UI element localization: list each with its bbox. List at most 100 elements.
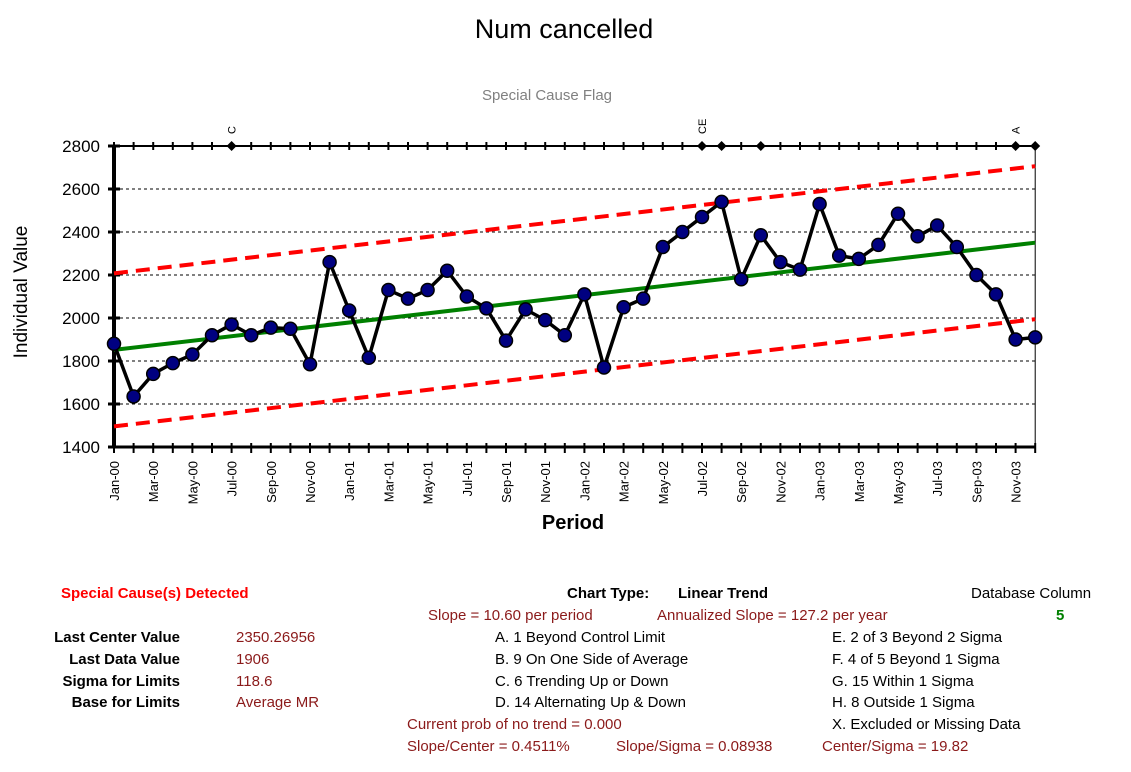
last-data-label: Last Data Value [69,651,180,668]
data-point-Feb-03 [831,248,847,263]
slope-center: Slope/Center = 0.4511% [407,738,570,755]
x-tick-label: Jan-00 [107,461,122,501]
database-column-label: Database Column [971,585,1092,602]
x-tick-label: May-03 [891,461,906,504]
rule-d: D. 14 Alternating Up & Down [495,694,686,711]
base-value: Average MR [236,694,320,711]
sigma-value: 118.6 [236,673,273,690]
x-tick-label: Jan-01 [342,461,357,501]
data-point-Sep-01 [498,333,514,348]
database-column-value: 5 [1056,607,1065,624]
prob-no-trend: Current prob of no trend = 0.000 [407,716,622,733]
rule-b: B. 9 On One Side of Average [495,651,689,668]
x-tick-label: May-01 [421,461,436,504]
x-tick-label: Mar-00 [146,461,161,502]
data-point-Feb-00 [126,389,141,404]
special-cause-flag-marker [716,141,727,151]
data-point-Nov-00 [302,356,318,372]
data-point-May-03 [890,206,906,221]
data-point-Jun-03 [910,229,925,244]
data-point-Oct-03 [988,287,1004,302]
special-cause-flag-label: CE [697,119,709,134]
y-tick-label-2000: 2000 [62,309,100,328]
annualized-slope-text: Annualized Slope = 127.2 per year [657,607,888,624]
x-tick-label: Jul-01 [460,461,475,496]
y-tick-label-2600: 2600 [62,180,100,199]
rule-g: G. 15 Within 1 Sigma [832,673,974,690]
special-cause-flag-label: A [1011,126,1023,134]
special-cause-flag-marker [1010,141,1021,151]
x-tick-label: Jan-02 [577,461,592,501]
x-tick-label: Jul-02 [695,461,710,496]
y-tick-label-2200: 2200 [62,266,100,285]
y-axis-label: Individual Value [11,226,32,359]
rule-a: A. 1 Beyond Control Limit [495,629,666,646]
data-point-Mar-03 [851,251,867,267]
center-sigma: Center/Sigma = 19.82 [822,738,969,755]
data-point-Sep-02 [733,272,749,287]
data-point-Jun-00 [204,327,220,343]
x-tick-label: Sep-01 [499,461,514,503]
base-label: Base for Limits [71,694,180,711]
data-series-line [112,200,1036,399]
x-tick-label: Mar-03 [852,461,867,502]
control-chart: Num cancelled Special Cause Flag Individ… [11,14,1043,534]
chart-type-value: Linear Trend [678,585,769,602]
chart-type-label: Chart Type: [567,585,650,602]
x-tick-label: Sep-02 [734,461,749,503]
x-tick-label: Nov-01 [538,461,553,503]
x-tick-label: Jul-03 [930,461,945,496]
rule-x: X. Excluded or Missing Data [832,716,1021,733]
data-point-Jan-01 [341,303,357,318]
x-tick-label: Mar-01 [381,461,396,502]
data-point-Sep-00 [263,320,279,335]
data-point-Jul-03 [929,218,945,233]
upper-limit-line [113,164,1036,276]
data-point-Feb-02 [596,360,612,375]
data-point-Mar-00 [145,366,161,382]
x-tick-label: Jan-03 [813,461,828,501]
data-point-Oct-02 [753,227,769,243]
last-data-value: 1906 [236,651,270,668]
data-point-Jul-00 [224,317,239,332]
x-tick-label: Nov-00 [303,461,318,503]
slope-text: Slope = 10.60 per period [428,607,593,624]
y-tick-label-2400: 2400 [62,223,100,242]
special-cause-flag-marker [755,141,766,151]
data-point-Jan-00 [106,336,122,352]
data-point-Feb-01 [361,350,377,366]
data-point-Jan-02 [577,287,592,302]
data-point-Mar-01 [381,282,396,298]
data-point-Apr-02 [635,291,651,306]
x-tick-label: May-02 [656,461,671,504]
special-cause-flag-marker [697,141,707,151]
data-point-Apr-03 [871,237,886,253]
slope-sigma: Slope/Sigma = 0.08938 [616,738,773,755]
special-cause-detected: Special Cause(s) Detected [61,585,249,602]
data-point-Jul-01 [459,289,475,304]
special-cause-flag-marker [226,141,237,151]
lower-limit-line [113,317,1036,429]
data-point-Nov-02 [773,254,788,270]
x-tick-label: May-00 [185,461,200,504]
x-tick-label: Sep-03 [969,461,984,503]
chart-title: Num cancelled [475,14,654,44]
x-tick-label: Nov-03 [1009,461,1024,503]
y-tick-label-2800: 2800 [62,137,100,156]
last-center-label: Last Center Value [54,629,180,646]
data-point-Jun-01 [439,263,455,278]
data-point-May-00 [185,347,200,362]
data-point-Dec-02 [792,262,808,277]
data-point-Aug-03 [949,239,965,255]
data-point-Jul-02 [694,209,710,225]
data-point-Sep-03 [969,267,984,283]
data-point-Nov-03 [1008,332,1023,347]
y-tick-label-1600: 1600 [62,395,100,414]
data-point-Apr-01 [400,291,416,306]
data-point-Jun-02 [675,224,690,240]
x-tick-label: Mar-02 [617,461,632,502]
x-axis-label: Period [542,512,604,534]
rule-c: C. 6 Trending Up or Down [495,673,669,690]
data-point-Dec-03 [1027,330,1043,345]
rule-f: F. 4 of 5 Beyond 1 Sigma [832,651,1000,668]
